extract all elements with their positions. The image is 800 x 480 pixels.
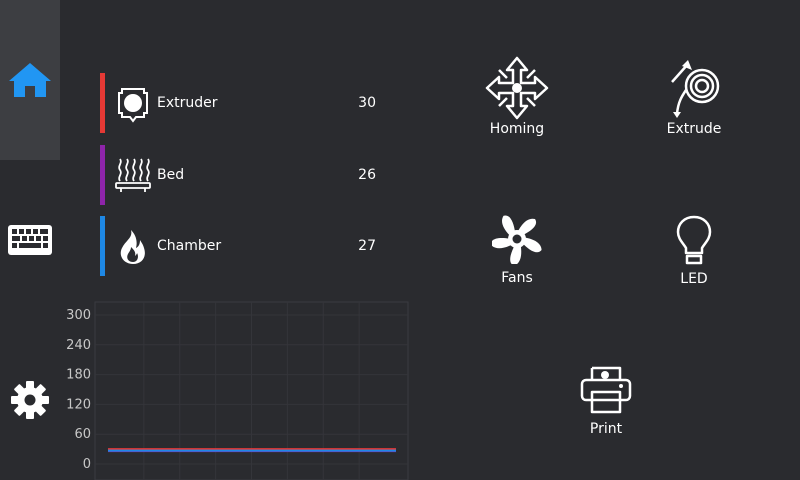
bed-color-bar [100, 145, 105, 205]
extruder-temp-value: 30 [358, 95, 376, 111]
temperature-chart: 0 60 120 180 240 300 [66, 301, 409, 480]
bed-heat-icon [115, 158, 151, 192]
chart-y-tick-label: 60 [74, 427, 91, 442]
gear-icon [11, 381, 49, 419]
chart-y-tick-label: 300 [66, 308, 91, 323]
extrude-label: Extrude [666, 121, 722, 137]
settings-button[interactable] [0, 320, 60, 480]
chamber-flame-icon [120, 230, 145, 264]
chart-y-tick-labels: 0 60 120 180 240 300 [66, 308, 91, 472]
chart-grid [94, 301, 409, 480]
home-icon [9, 63, 51, 97]
extrude-spool-icon [671, 60, 720, 118]
move-arrows-icon [485, 56, 549, 120]
chart-y-tick-label: 0 [83, 457, 91, 472]
fans-button[interactable]: Fans [457, 212, 577, 312]
fan-icon [492, 215, 542, 264]
home-button[interactable] [0, 0, 60, 160]
chart-y-tick-label: 120 [66, 397, 91, 412]
keyboard-button[interactable] [0, 160, 60, 320]
light-bulb-icon [676, 215, 712, 265]
keyboard-icon [8, 225, 52, 255]
extruder-color-bar [100, 73, 105, 133]
chart-series [108, 448, 396, 453]
led-button[interactable]: LED [634, 212, 754, 312]
print-label: Print [589, 421, 623, 437]
homing-label: Homing [489, 121, 545, 137]
chamber-temp-value: 27 [358, 238, 376, 254]
extruder-label: Extruder [157, 95, 218, 111]
bed-temp-value: 26 [358, 167, 376, 183]
sidebar [0, 0, 60, 480]
temp-row-bed[interactable]: Bed 26 [100, 145, 380, 205]
temp-row-extruder[interactable]: Extruder 30 [100, 73, 380, 133]
chart-y-tick-label: 240 [66, 338, 91, 353]
fans-label: Fans [501, 270, 533, 286]
homing-button[interactable]: Homing [457, 54, 577, 154]
extruder-icon [118, 88, 148, 123]
print-button[interactable]: Print [546, 362, 666, 462]
printer-icon [580, 366, 632, 414]
bed-label: Bed [157, 167, 185, 183]
chart-y-tick-label: 180 [66, 368, 91, 383]
temp-row-chamber[interactable]: Chamber 27 [100, 216, 380, 276]
led-label: LED [680, 271, 708, 287]
chamber-label: Chamber [157, 238, 222, 254]
extrude-button[interactable]: Extrude [634, 54, 754, 154]
chamber-color-bar [100, 216, 105, 276]
